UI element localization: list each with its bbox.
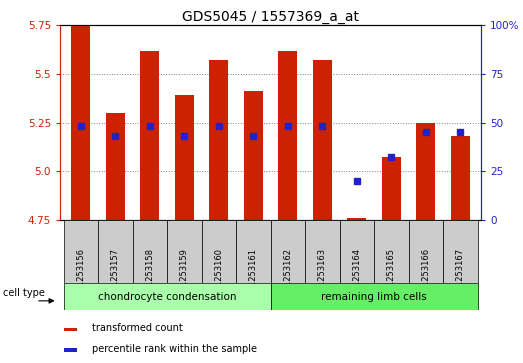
Bar	[305, 220, 339, 283]
Text: cell type: cell type	[3, 287, 45, 298]
Bar	[140, 51, 160, 220]
Text: GSM1253165: GSM1253165	[387, 248, 396, 304]
Bar	[271, 283, 477, 310]
Bar	[382, 158, 401, 220]
Bar	[133, 220, 167, 283]
Text: GSM1253157: GSM1253157	[111, 248, 120, 304]
Bar	[339, 220, 374, 283]
Text: GSM1253166: GSM1253166	[422, 248, 430, 304]
Text: GSM1253162: GSM1253162	[283, 248, 292, 304]
Bar	[271, 220, 305, 283]
Bar	[167, 220, 202, 283]
Text: GSM1253163: GSM1253163	[318, 248, 327, 304]
Text: GSM1253167: GSM1253167	[456, 248, 465, 304]
Bar	[416, 122, 436, 220]
Bar	[202, 220, 236, 283]
Bar	[408, 220, 443, 283]
Text: transformed count: transformed count	[92, 323, 183, 334]
Bar	[175, 95, 194, 220]
Bar	[244, 91, 263, 220]
Bar	[64, 283, 271, 310]
Text: remaining limb cells: remaining limb cells	[321, 292, 427, 302]
Bar	[374, 220, 408, 283]
Bar	[106, 113, 125, 220]
Text: GSM1253160: GSM1253160	[214, 248, 223, 304]
Title: GDS5045 / 1557369_a_at: GDS5045 / 1557369_a_at	[182, 11, 359, 24]
Bar	[278, 51, 298, 220]
Bar	[347, 218, 367, 220]
Bar	[209, 60, 229, 220]
Text: GSM1253158: GSM1253158	[145, 248, 154, 304]
Bar	[313, 60, 332, 220]
Text: chondrocyte condensation: chondrocyte condensation	[98, 292, 236, 302]
Text: GSM1253156: GSM1253156	[76, 248, 85, 304]
Bar	[443, 220, 477, 283]
Bar	[64, 220, 98, 283]
Bar	[64, 328, 77, 331]
Bar	[236, 220, 271, 283]
Bar	[98, 220, 133, 283]
Bar	[451, 136, 470, 220]
Text: GSM1253159: GSM1253159	[180, 248, 189, 304]
Text: GSM1253164: GSM1253164	[353, 248, 361, 304]
Bar	[71, 25, 90, 220]
Text: percentile rank within the sample: percentile rank within the sample	[92, 344, 257, 354]
Bar	[64, 348, 77, 352]
Text: GSM1253161: GSM1253161	[249, 248, 258, 304]
